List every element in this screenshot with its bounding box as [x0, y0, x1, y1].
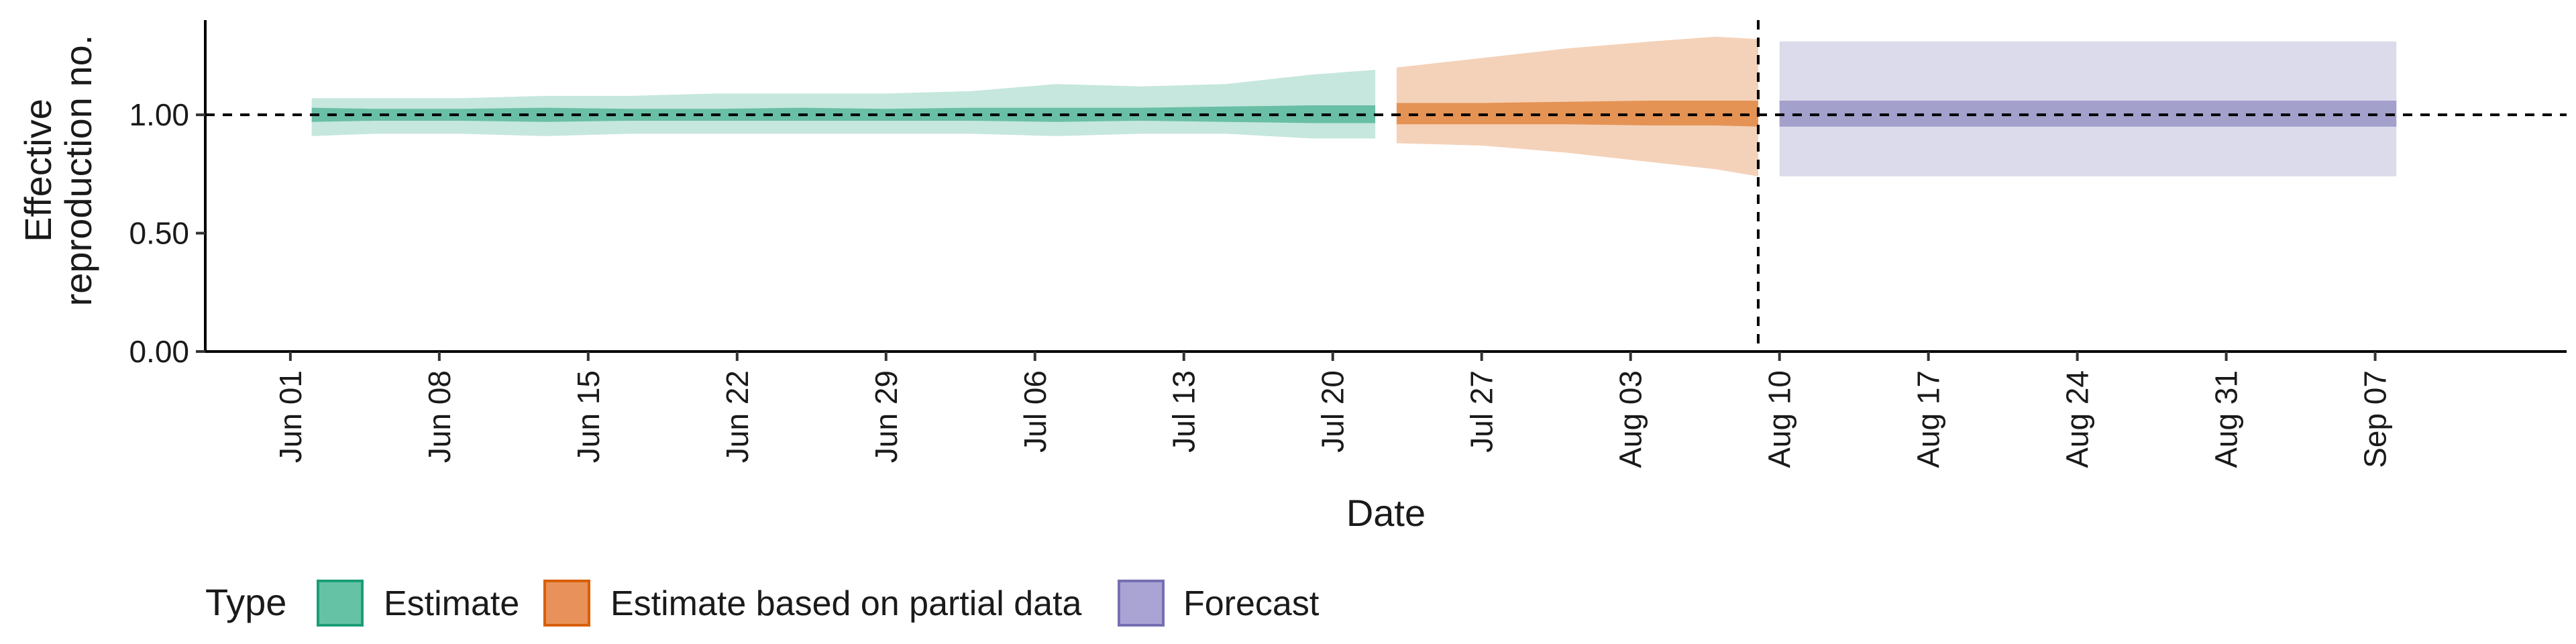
x-tick-label: Jul 27 [1464, 370, 1499, 453]
legend: Type Estimate Estimate based on partial … [205, 580, 1320, 627]
x-tick-label: Jun 29 [869, 370, 904, 463]
x-tick-label: Aug 10 [1762, 370, 1797, 468]
legend-label-estimate: Estimate [384, 584, 519, 623]
y-axis-title-line-2: reproduction no. [57, 35, 99, 307]
x-axis-title: Date [1346, 492, 1426, 534]
legend-key-forecast [1118, 580, 1165, 627]
x-tick-label: Jul 13 [1167, 370, 1201, 453]
y-tick-label: 1.00 [129, 97, 189, 132]
legend-label-partial-estimate: Estimate based on partial data [610, 584, 1082, 623]
y-tick-label: 0.50 [129, 216, 189, 251]
x-tick-label: Aug 31 [2209, 370, 2244, 468]
y-axis-ticks: 0.00 0.50 1.00 [129, 97, 205, 369]
y-tick-label: 0.00 [129, 334, 189, 369]
band-inner-estimate-based-on-partial-data [1396, 101, 1758, 127]
credible-interval-bands [311, 36, 2397, 176]
legend-key-partial-estimate [543, 580, 590, 627]
x-tick-label: Jun 22 [720, 370, 755, 463]
x-tick-label: Jul 06 [1018, 370, 1053, 453]
band-inner-forecast [1779, 101, 2397, 127]
x-tick-label: Sep 07 [2358, 370, 2393, 468]
legend-key-estimate [317, 580, 364, 627]
x-tick-label: Jun 08 [422, 370, 457, 463]
x-tick-label: Jun 01 [273, 370, 308, 463]
y-axis-title-line-1: Effective [17, 99, 59, 242]
x-tick-label: Aug 24 [2060, 370, 2095, 468]
x-tick-label: Jul 20 [1316, 370, 1350, 453]
x-tick-label: Aug 03 [1613, 370, 1648, 468]
legend-title: Type [205, 581, 286, 623]
x-axis-ticks: Jun 01 Jun 08 Jun 15 Jun 22 Jun 29 Jul 06 Jul … [273, 352, 2393, 468]
legend-label-forecast: Forecast [1183, 584, 1320, 623]
axes [204, 20, 2567, 353]
reference-lines [205, 20, 2567, 352]
band-outer-estimate [311, 70, 1376, 139]
x-tick-label: Aug 17 [1911, 370, 1946, 468]
x-tick-label: Jun 15 [571, 370, 606, 463]
band-inner-estimate [311, 105, 1376, 123]
